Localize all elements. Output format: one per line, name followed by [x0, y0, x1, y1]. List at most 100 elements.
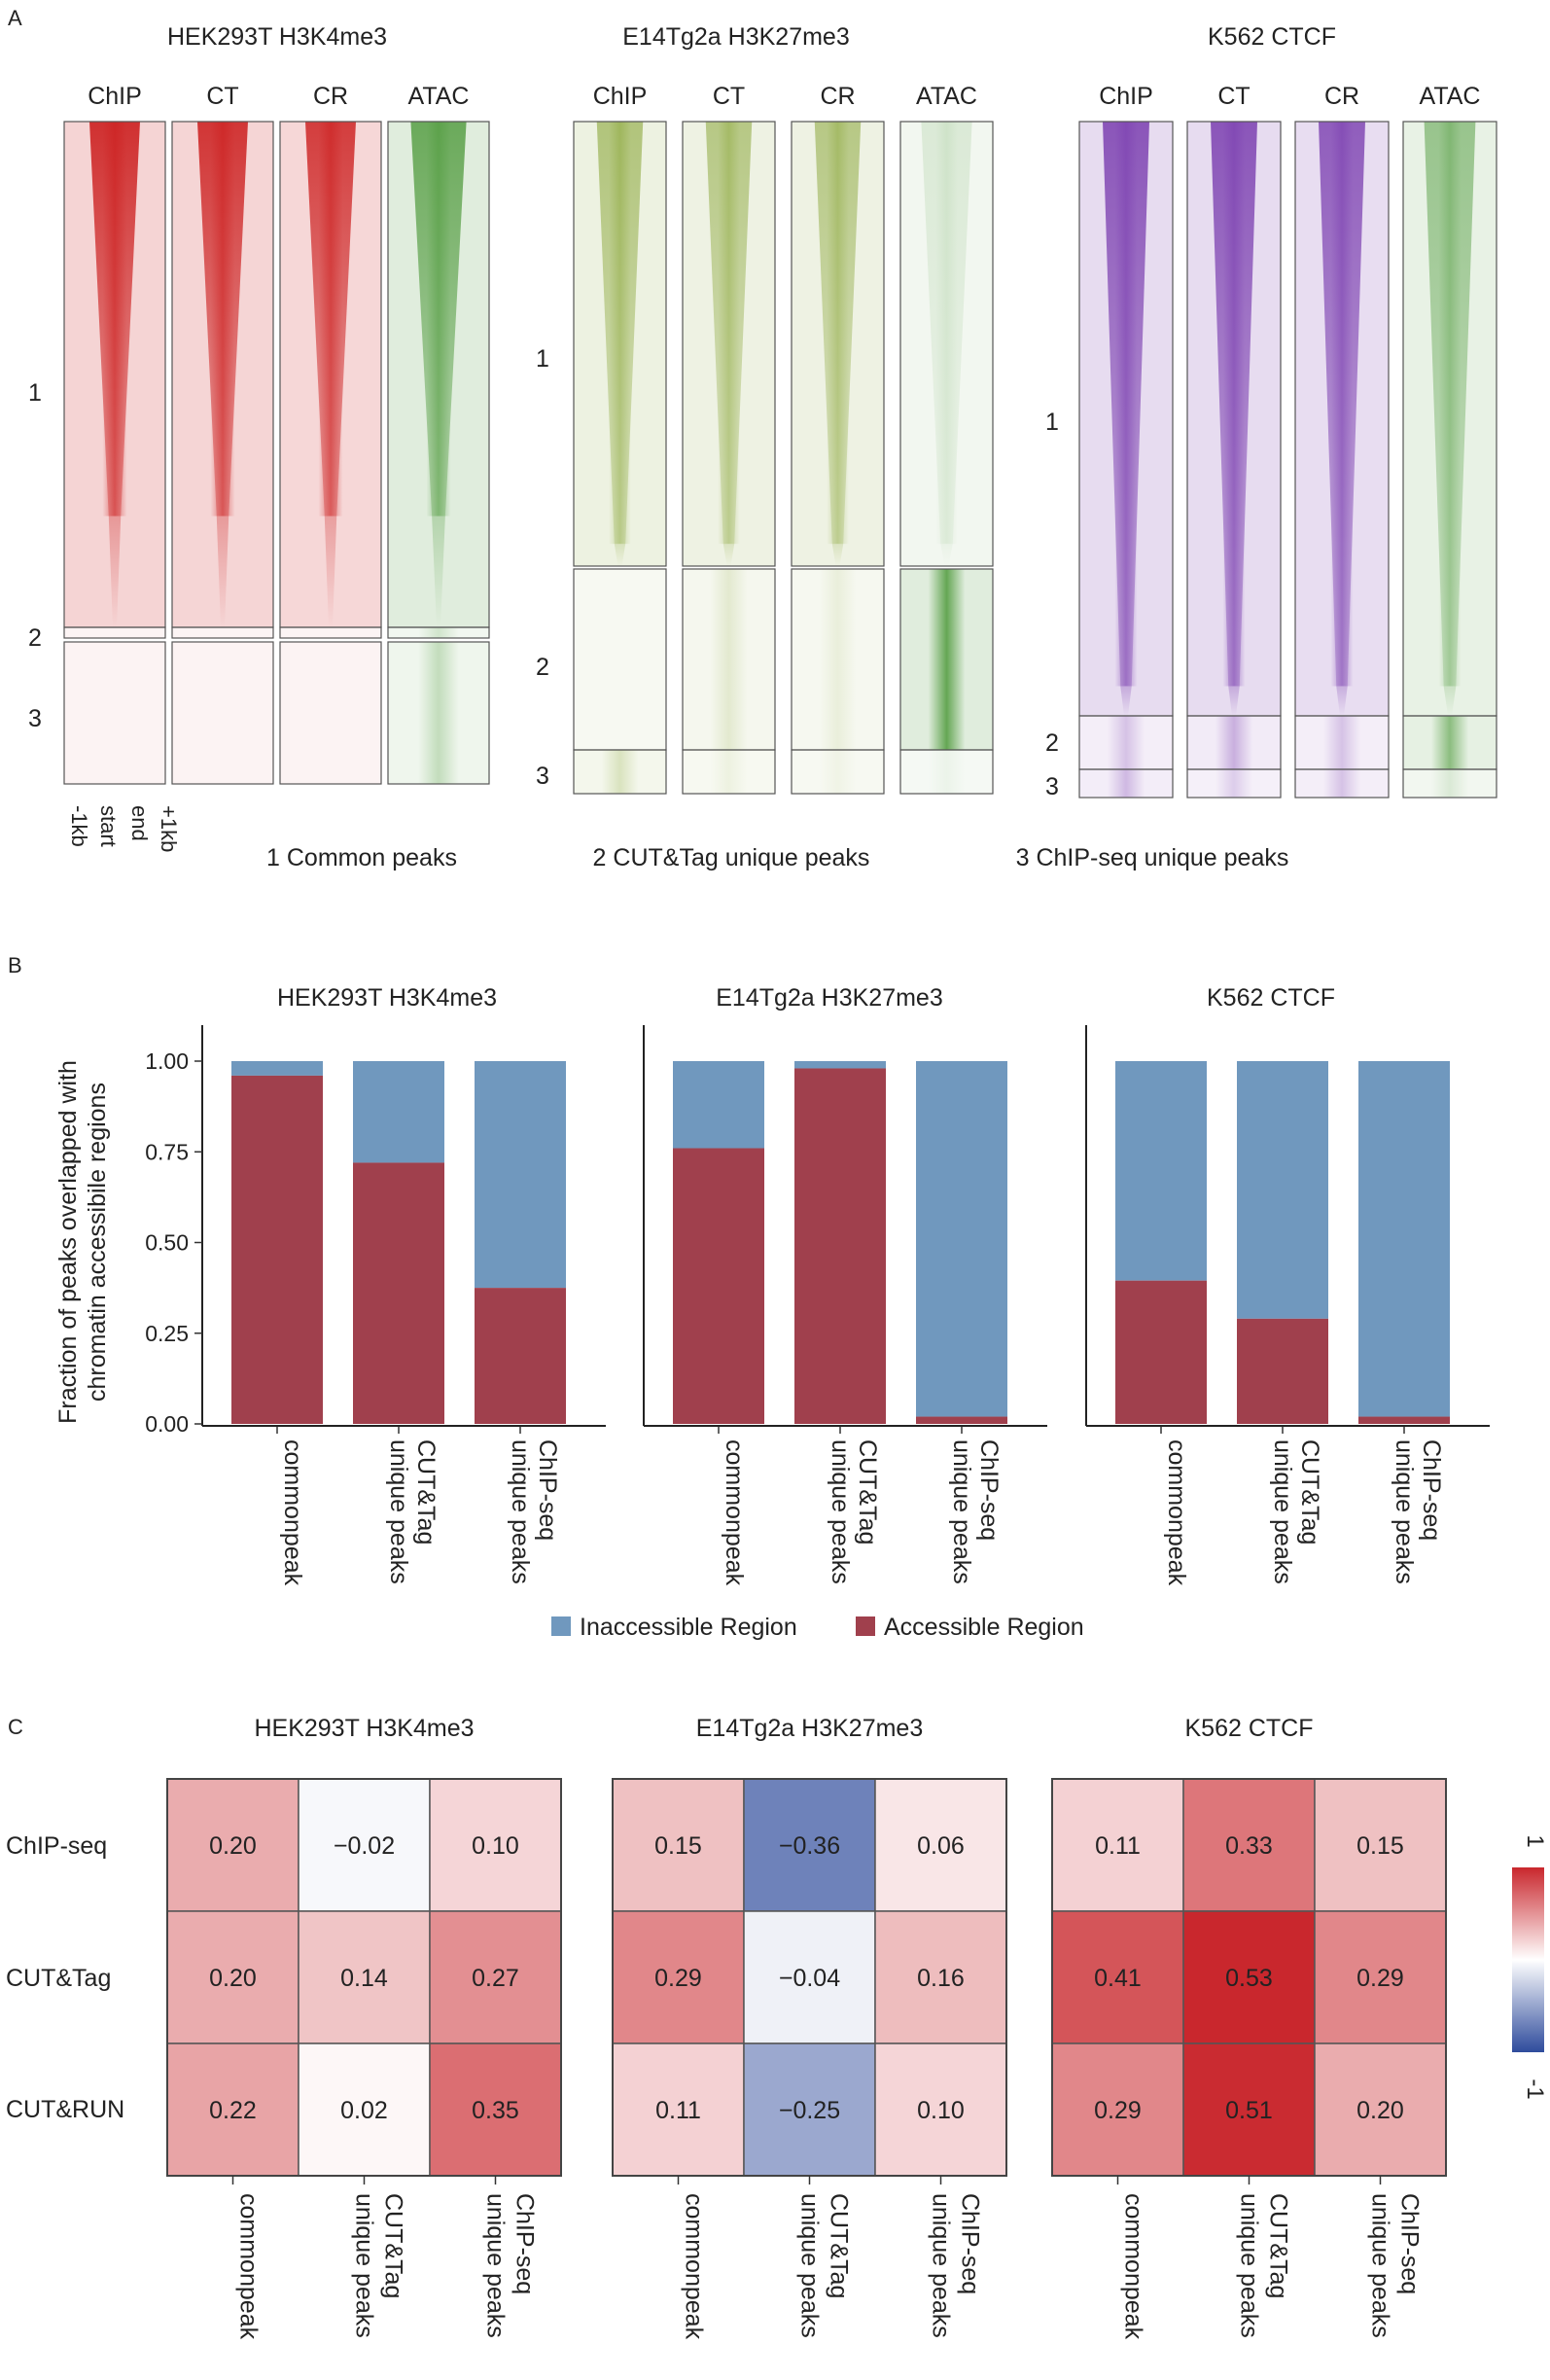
- panel-a-column-label: ChIP: [88, 83, 142, 110]
- panel-c-subplot: E14Tg2a H3K27me3 0.15 −0.36 0.06 0.29 −0.04 0.…: [612, 1715, 1007, 2340]
- panel-a-column-label: CR: [1324, 83, 1359, 110]
- panel-c-cell-value: 0.53: [1225, 1965, 1273, 1992]
- panel-c-cell-value: 0.41: [1094, 1965, 1142, 1992]
- panel-a-signal-core: [710, 750, 748, 794]
- panel-letter-c: C: [8, 1715, 23, 1739]
- panel-a-legend-item: 2 CUT&Tag unique peaks: [593, 844, 870, 871]
- panel-a-column-label: ATAC: [916, 83, 977, 110]
- panel-a-signal-core: [318, 122, 343, 516]
- panel-c-cell-value: 0.20: [1356, 2097, 1404, 2124]
- panel-b-bar-inaccessible: [794, 1061, 886, 1069]
- panel-a-cluster-label: 1: [536, 345, 549, 373]
- panel-b-bar-inaccessible: [353, 1061, 444, 1163]
- panel-b-x-tick-label: unique peaks: [385, 1439, 412, 1584]
- panel-b-legend-swatch: [856, 1616, 875, 1636]
- panel-b-title: HEK293T H3K4me3: [277, 984, 497, 1012]
- panel-a-signal-core: [1215, 769, 1253, 798]
- panel-b-x-tick-label: commonpeak: [721, 1439, 748, 1586]
- panel-b-x-tick-label: ChIP-seq: [1418, 1439, 1445, 1541]
- panel-c-cell-value: 0.16: [917, 1965, 965, 1992]
- panel-a-signal-core: [718, 122, 740, 545]
- panel-c-cell: [1314, 1910, 1447, 2044]
- panel-c-subplot: HEK293T H3K4me3 0.20 −0.02 0.10 0.20 0.14 0.27…: [166, 1715, 562, 2340]
- panel-a-signal-core: [102, 122, 127, 516]
- panel-c-colorbar-max-label: 1: [1522, 1834, 1548, 1847]
- panel-a-column-label: ChIP: [1099, 83, 1153, 110]
- panel-c-cell-value: 0.22: [209, 2097, 257, 2124]
- panel-b-title: E14Tg2a H3K27me3: [716, 984, 942, 1012]
- panel-c-title: E14Tg2a H3K27me3: [696, 1715, 923, 1742]
- panel-c-cell-value: 0.29: [1094, 2097, 1142, 2124]
- panel-c-cell: [429, 2043, 562, 2177]
- panel-a-signal-core: [827, 122, 849, 545]
- panel-a-signal-core: [1107, 716, 1145, 769]
- panel-b-x-tick-label: unique peaks: [507, 1439, 534, 1584]
- panel-a-cluster-frame: [573, 749, 667, 795]
- panel-b-bar-accessible: [353, 1162, 444, 1424]
- panel-a-cluster-label: 3: [1045, 773, 1059, 800]
- panel-a-heatmap-block: [280, 627, 381, 638]
- panel-a-column-label: CR: [313, 83, 348, 110]
- panel-a-column-label: ATAC: [1420, 83, 1481, 110]
- panel-a-signal-core: [710, 569, 748, 750]
- panel-c-cell: [743, 1778, 876, 1912]
- panel-b-x-tick-label: CUT&Tag: [854, 1439, 881, 1545]
- panel-b-x-tick-label: ChIP-seq: [534, 1439, 561, 1541]
- panel-c-column-label: unique peaks: [482, 2193, 510, 2338]
- panel-c-cell: [1051, 2043, 1184, 2177]
- panel-c-cell: [166, 2043, 299, 2177]
- panel-c-cell: [874, 1910, 1007, 2044]
- panel-a-cluster-label: 1: [1045, 409, 1059, 436]
- panel-a-cluster-frame: [279, 641, 382, 785]
- panel-a-axis-label: -1kb: [67, 805, 91, 847]
- panel-c-column-label: ChIP-seq: [1396, 2193, 1424, 2294]
- panel-a-legend-item: 1 Common peaks: [266, 844, 457, 871]
- panel-a-signal-core: [1114, 122, 1138, 687]
- panel-c-cell: [429, 1778, 562, 1912]
- panel-a-signal-core: [1430, 769, 1469, 798]
- panel-a-cluster-label: 3: [536, 763, 549, 790]
- panel-a-cluster-label: 2: [1045, 729, 1059, 757]
- panel-a-cluster-frame: [1294, 768, 1390, 799]
- panel-a-group-title: HEK293T H3K4me3: [167, 23, 387, 51]
- panel-c-cell: [298, 1778, 431, 1912]
- panel-b-x-tick-label: unique peaks: [948, 1439, 975, 1584]
- panel-a-signal-core: [418, 627, 459, 638]
- panel-c-cell-value: −0.25: [779, 2097, 840, 2124]
- panel-a-axis-label: +1kb: [157, 805, 181, 852]
- panel-c-cell-value: 0.15: [1356, 1832, 1404, 1860]
- panel-c-cell: [1051, 1778, 1184, 1912]
- panel-a-column-label: ChIP: [593, 83, 648, 110]
- panel-c-cell: [166, 1910, 299, 2044]
- panel-b-bar-accessible: [916, 1416, 1007, 1424]
- panel-b-bar-inaccessible: [231, 1061, 323, 1076]
- panel-a-cluster-frame: [791, 749, 885, 795]
- panel-b-x-tick-label: commonpeak: [1163, 1439, 1190, 1586]
- panel-b-y-tick-label: 1.00: [145, 1048, 189, 1074]
- panel-c-column-label: ChIP-seq: [511, 2193, 539, 2294]
- panel-c-column-label: CUT&Tag: [1265, 2193, 1292, 2298]
- panel-c-title: HEK293T H3K4me3: [254, 1715, 474, 1742]
- panel-a-column-label: CT: [713, 83, 745, 110]
- panel-b-x-tick-label: unique peaks: [827, 1439, 854, 1584]
- panel-a-signal-core: [601, 750, 639, 794]
- panel-a-cluster-frame: [1078, 768, 1174, 799]
- panel-b-y-tick-label: 0.00: [145, 1411, 189, 1437]
- panel-c-cell-value: −0.36: [779, 1832, 840, 1860]
- panel-a-column-label: ATAC: [408, 83, 470, 110]
- panel-c-cell: [298, 2043, 431, 2177]
- panel-c-column-label: unique peaks: [1367, 2193, 1394, 2338]
- panel-c-column-label: ChIP-seq: [957, 2193, 984, 2294]
- panel-b-bar-inaccessible: [673, 1061, 764, 1149]
- panel-a-cluster-frame: [899, 749, 994, 795]
- panel-a-cluster-label: 1: [28, 379, 42, 407]
- panel-b-bar-accessible: [673, 1148, 764, 1424]
- panel-a-heatmap-block: [64, 627, 165, 638]
- panel-c-column-label: CUT&Tag: [380, 2193, 407, 2298]
- panel-c-cell-value: 0.33: [1225, 1832, 1273, 1860]
- panel-b-y-tick-label: 0.50: [145, 1230, 189, 1256]
- panel-c-column-label: commonpeak: [235, 2193, 263, 2340]
- panel-c-subplot: K562 CTCF 0.11 0.33 0.15 0.41 0.53 0.29 0.29 0.5…: [1051, 1715, 1447, 2340]
